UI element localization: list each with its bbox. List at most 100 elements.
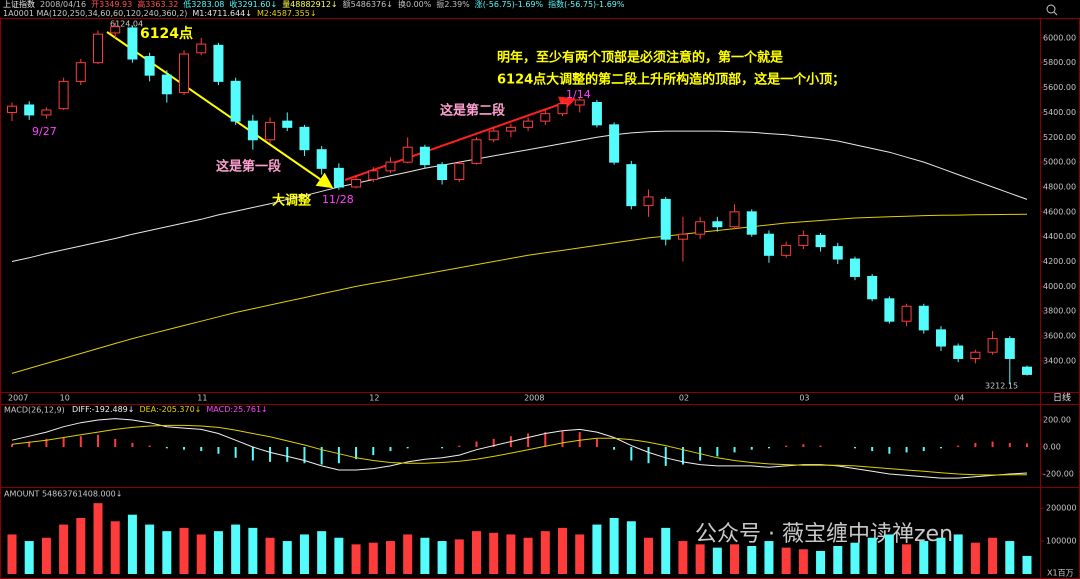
y-tick-label: 3400.00 [1043, 356, 1076, 365]
arrow-first-leg [106, 31, 334, 189]
candle-body [419, 146, 430, 166]
candle-body [832, 246, 843, 260]
candle-body [144, 56, 155, 76]
candle-body [1022, 366, 1032, 375]
quote-field: 指数(-56.75)-1.69% [548, 0, 625, 9]
macd-title: MACD(26,12,9) [4, 406, 65, 415]
x-tick-label: 02 [679, 394, 689, 403]
x-tick-label: 03 [799, 394, 809, 403]
volume-bar [334, 537, 344, 574]
candle-body [746, 211, 757, 235]
candle-body [58, 80, 69, 110]
volume-bar [7, 534, 17, 574]
volume-bar [592, 524, 602, 574]
date-mark: 9/27 [32, 125, 57, 138]
volume-bar [403, 534, 413, 574]
volume-bar [523, 537, 533, 574]
volume-bar [41, 537, 51, 574]
volume-bar [867, 537, 877, 574]
candle-body [402, 146, 413, 163]
candle-body [643, 196, 654, 207]
quote-field: 高3363.32 [137, 0, 179, 9]
candle-body [110, 26, 121, 34]
volume-bar [420, 537, 430, 574]
y-tick-label: 200000 [1046, 504, 1077, 513]
quote-field: 换0.00% [397, 0, 432, 9]
y-tick-label: -200.00 [1043, 470, 1074, 479]
candle-body [677, 233, 688, 240]
candle-body [247, 120, 258, 141]
period-label: 日线 [1053, 392, 1071, 404]
candle-body [523, 120, 534, 128]
volume-bar [265, 537, 275, 574]
volume-bar [145, 524, 155, 574]
candle-body [763, 233, 774, 256]
candle-body [7, 105, 17, 113]
candle-body [987, 338, 998, 353]
candle-body [316, 149, 327, 169]
candle-body [265, 121, 276, 141]
volume-bar [695, 544, 705, 574]
y-tick-label: 3600.00 [1043, 332, 1076, 341]
volume-bar [506, 534, 516, 574]
candle-body [75, 62, 86, 82]
volume-bar [781, 547, 791, 574]
ma-params: 1A0001 MA(120,250,34,60,60,120,240,360,2… [3, 9, 188, 18]
y-tick-label: 6000.00 [1043, 33, 1076, 42]
y-tick-label: 4400.00 [1043, 232, 1076, 241]
volume-bar [764, 541, 774, 574]
ma-line [11, 213, 1028, 374]
candle-body [437, 164, 448, 181]
legend-entry: M1:4711.644↓ [192, 9, 252, 18]
volume-bar [59, 524, 69, 574]
volume-bar [816, 550, 826, 574]
candle-body [93, 33, 104, 64]
volume-bar [213, 531, 223, 574]
volume-bar [626, 521, 636, 574]
volume-bar [936, 537, 946, 574]
search-icon-handle [1053, 11, 1058, 16]
candle-body [127, 27, 138, 60]
low-label: 3212.15 [985, 382, 1018, 391]
candle-body [196, 43, 207, 54]
macd-line [11, 424, 1028, 476]
annotation: 6124点 [140, 25, 193, 42]
quote-field: 低3283.08 [183, 0, 225, 9]
candle-body [935, 329, 946, 347]
volume-bar [489, 532, 499, 574]
y-tick-label: 200.00 [1043, 415, 1071, 424]
quote-field: 涨(-56.75)-1.69% [474, 0, 544, 9]
candle-body [454, 162, 465, 181]
volume-bar [179, 527, 189, 574]
candle-body [213, 44, 224, 82]
volume-bar [437, 541, 447, 574]
x-tick-label: 04 [954, 394, 964, 403]
volume-bar [351, 544, 361, 574]
legend-entry: DEA:-205.370↓ [139, 405, 202, 414]
volume-bar [248, 527, 258, 574]
legend-entry: DIFF:-192.489↓ [72, 405, 135, 414]
quote-header: 上证指数 2008/04/16 开3349.93 高3363.32 低3283.08 收3… [3, 0, 624, 10]
candle-body [970, 351, 981, 359]
volume-unit: X1百万 [1047, 569, 1074, 578]
candle-body [798, 234, 809, 246]
search-icon[interactable] [1046, 4, 1056, 14]
legend-entry: M2:4587.355↓ [256, 9, 317, 18]
candle-body [609, 124, 620, 163]
candle-body [557, 103, 568, 115]
candle-body [161, 74, 172, 95]
y-tick-label: 5200.00 [1043, 133, 1076, 142]
y-tick-label: 3800.00 [1043, 307, 1076, 316]
candle-body [368, 170, 379, 181]
candle-body [179, 53, 190, 94]
candle-body [333, 167, 344, 188]
volume-bar [644, 537, 654, 574]
candle-body [574, 99, 585, 106]
volume-bar [988, 537, 998, 574]
candle-body [24, 104, 35, 116]
candle-body [299, 126, 310, 151]
legend-entry: MACD:25.761↓ [206, 405, 268, 414]
candle-body [540, 113, 551, 122]
